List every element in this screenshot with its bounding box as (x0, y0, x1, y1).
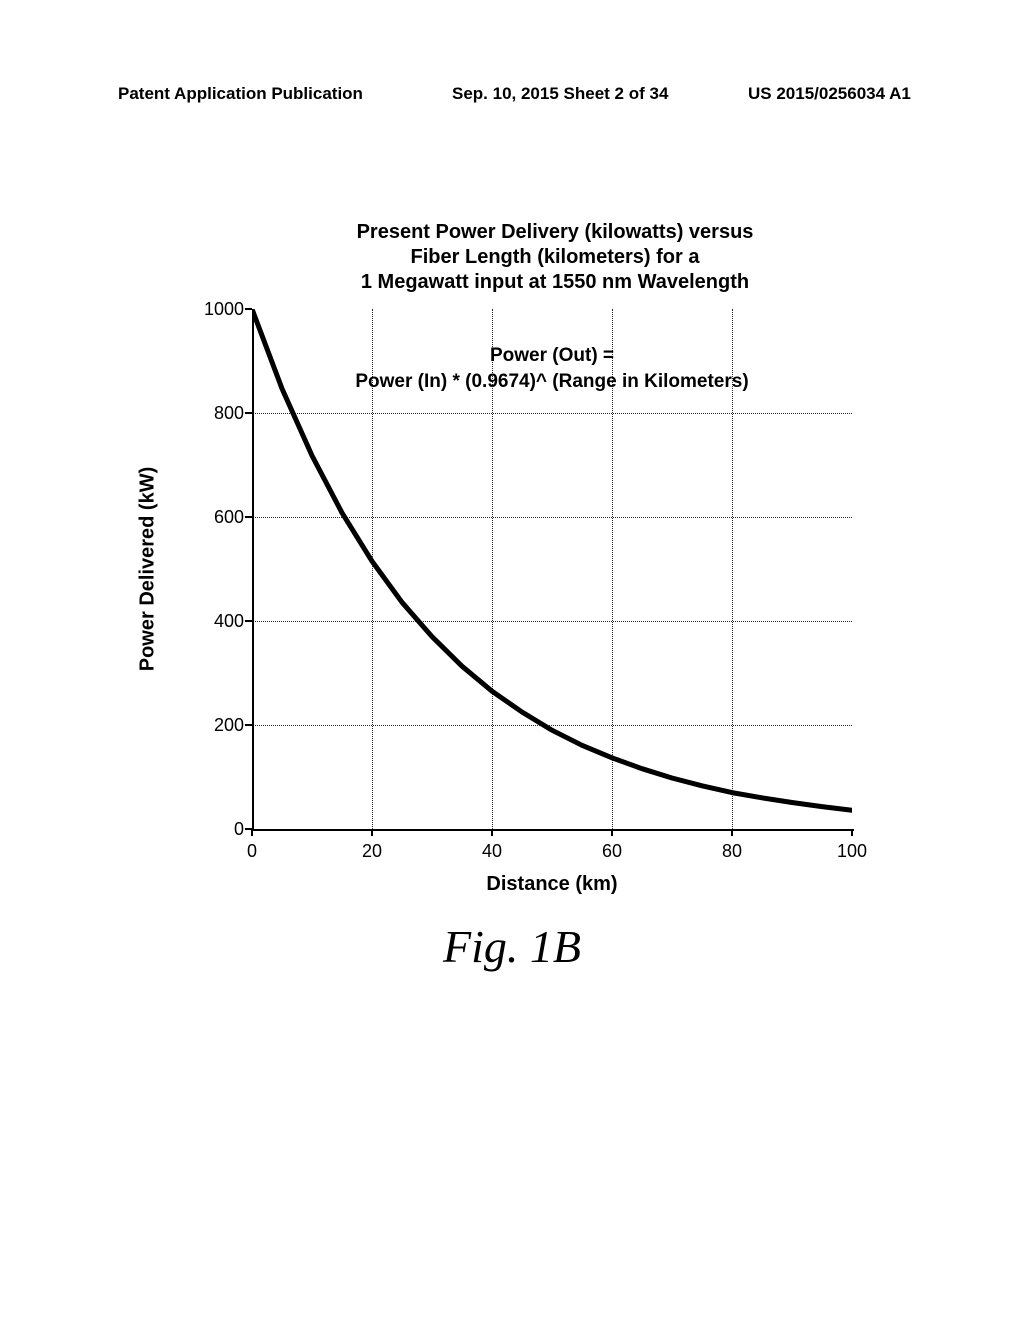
chart-title-line1: Present Power Delivery (kilowatts) versu… (220, 220, 890, 245)
y-tick-label: 800 (184, 403, 244, 424)
y-tick-label: 200 (184, 715, 244, 736)
x-tick (611, 829, 613, 836)
y-tick-label: 600 (184, 507, 244, 528)
x-tick (851, 829, 853, 836)
x-tick (731, 829, 733, 836)
chart-title-line2: Fiber Length (kilometers) for a (220, 245, 890, 270)
annotation-line1: Power (Out) = (490, 345, 614, 367)
x-tick-label: 0 (227, 841, 277, 862)
x-tick-label: 40 (467, 841, 517, 862)
y-tick-label: 1000 (184, 299, 244, 320)
x-tick-label: 80 (707, 841, 757, 862)
x-tick (251, 829, 253, 836)
y-tick-label: 0 (184, 819, 244, 840)
chart: Present Power Delivery (kilowatts) versu… (130, 220, 890, 869)
x-axis-label: Distance (km) (486, 873, 617, 896)
x-tick (491, 829, 493, 836)
x-tick-label: 60 (587, 841, 637, 862)
y-tick (245, 724, 252, 726)
y-tick (245, 308, 252, 310)
annotation-line2: Power (In) * (0.9674)^ (Range in Kilomet… (355, 371, 748, 393)
y-tick (245, 620, 252, 622)
header-center: Sep. 10, 2015 Sheet 2 of 34 (452, 84, 668, 104)
chart-title: Present Power Delivery (kilowatts) versu… (130, 220, 890, 295)
chart-title-line3: 1 Megawatt input at 1550 nm Wavelength (220, 270, 890, 295)
x-tick-label: 20 (347, 841, 397, 862)
header-right: US 2015/0256034 A1 (748, 84, 911, 104)
figure-caption: Fig. 1B (0, 920, 1024, 973)
header-left: Patent Application Publication (118, 84, 363, 104)
x-tick (371, 829, 373, 836)
y-tick-label: 400 (184, 611, 244, 632)
x-tick-label: 100 (827, 841, 877, 862)
y-tick (245, 516, 252, 518)
y-tick (245, 412, 252, 414)
y-tick (245, 828, 252, 830)
plot-box: 02040608010002004006008001000 Power (Out… (192, 309, 892, 869)
y-axis-label: Power Delivered (kW) (137, 467, 160, 672)
